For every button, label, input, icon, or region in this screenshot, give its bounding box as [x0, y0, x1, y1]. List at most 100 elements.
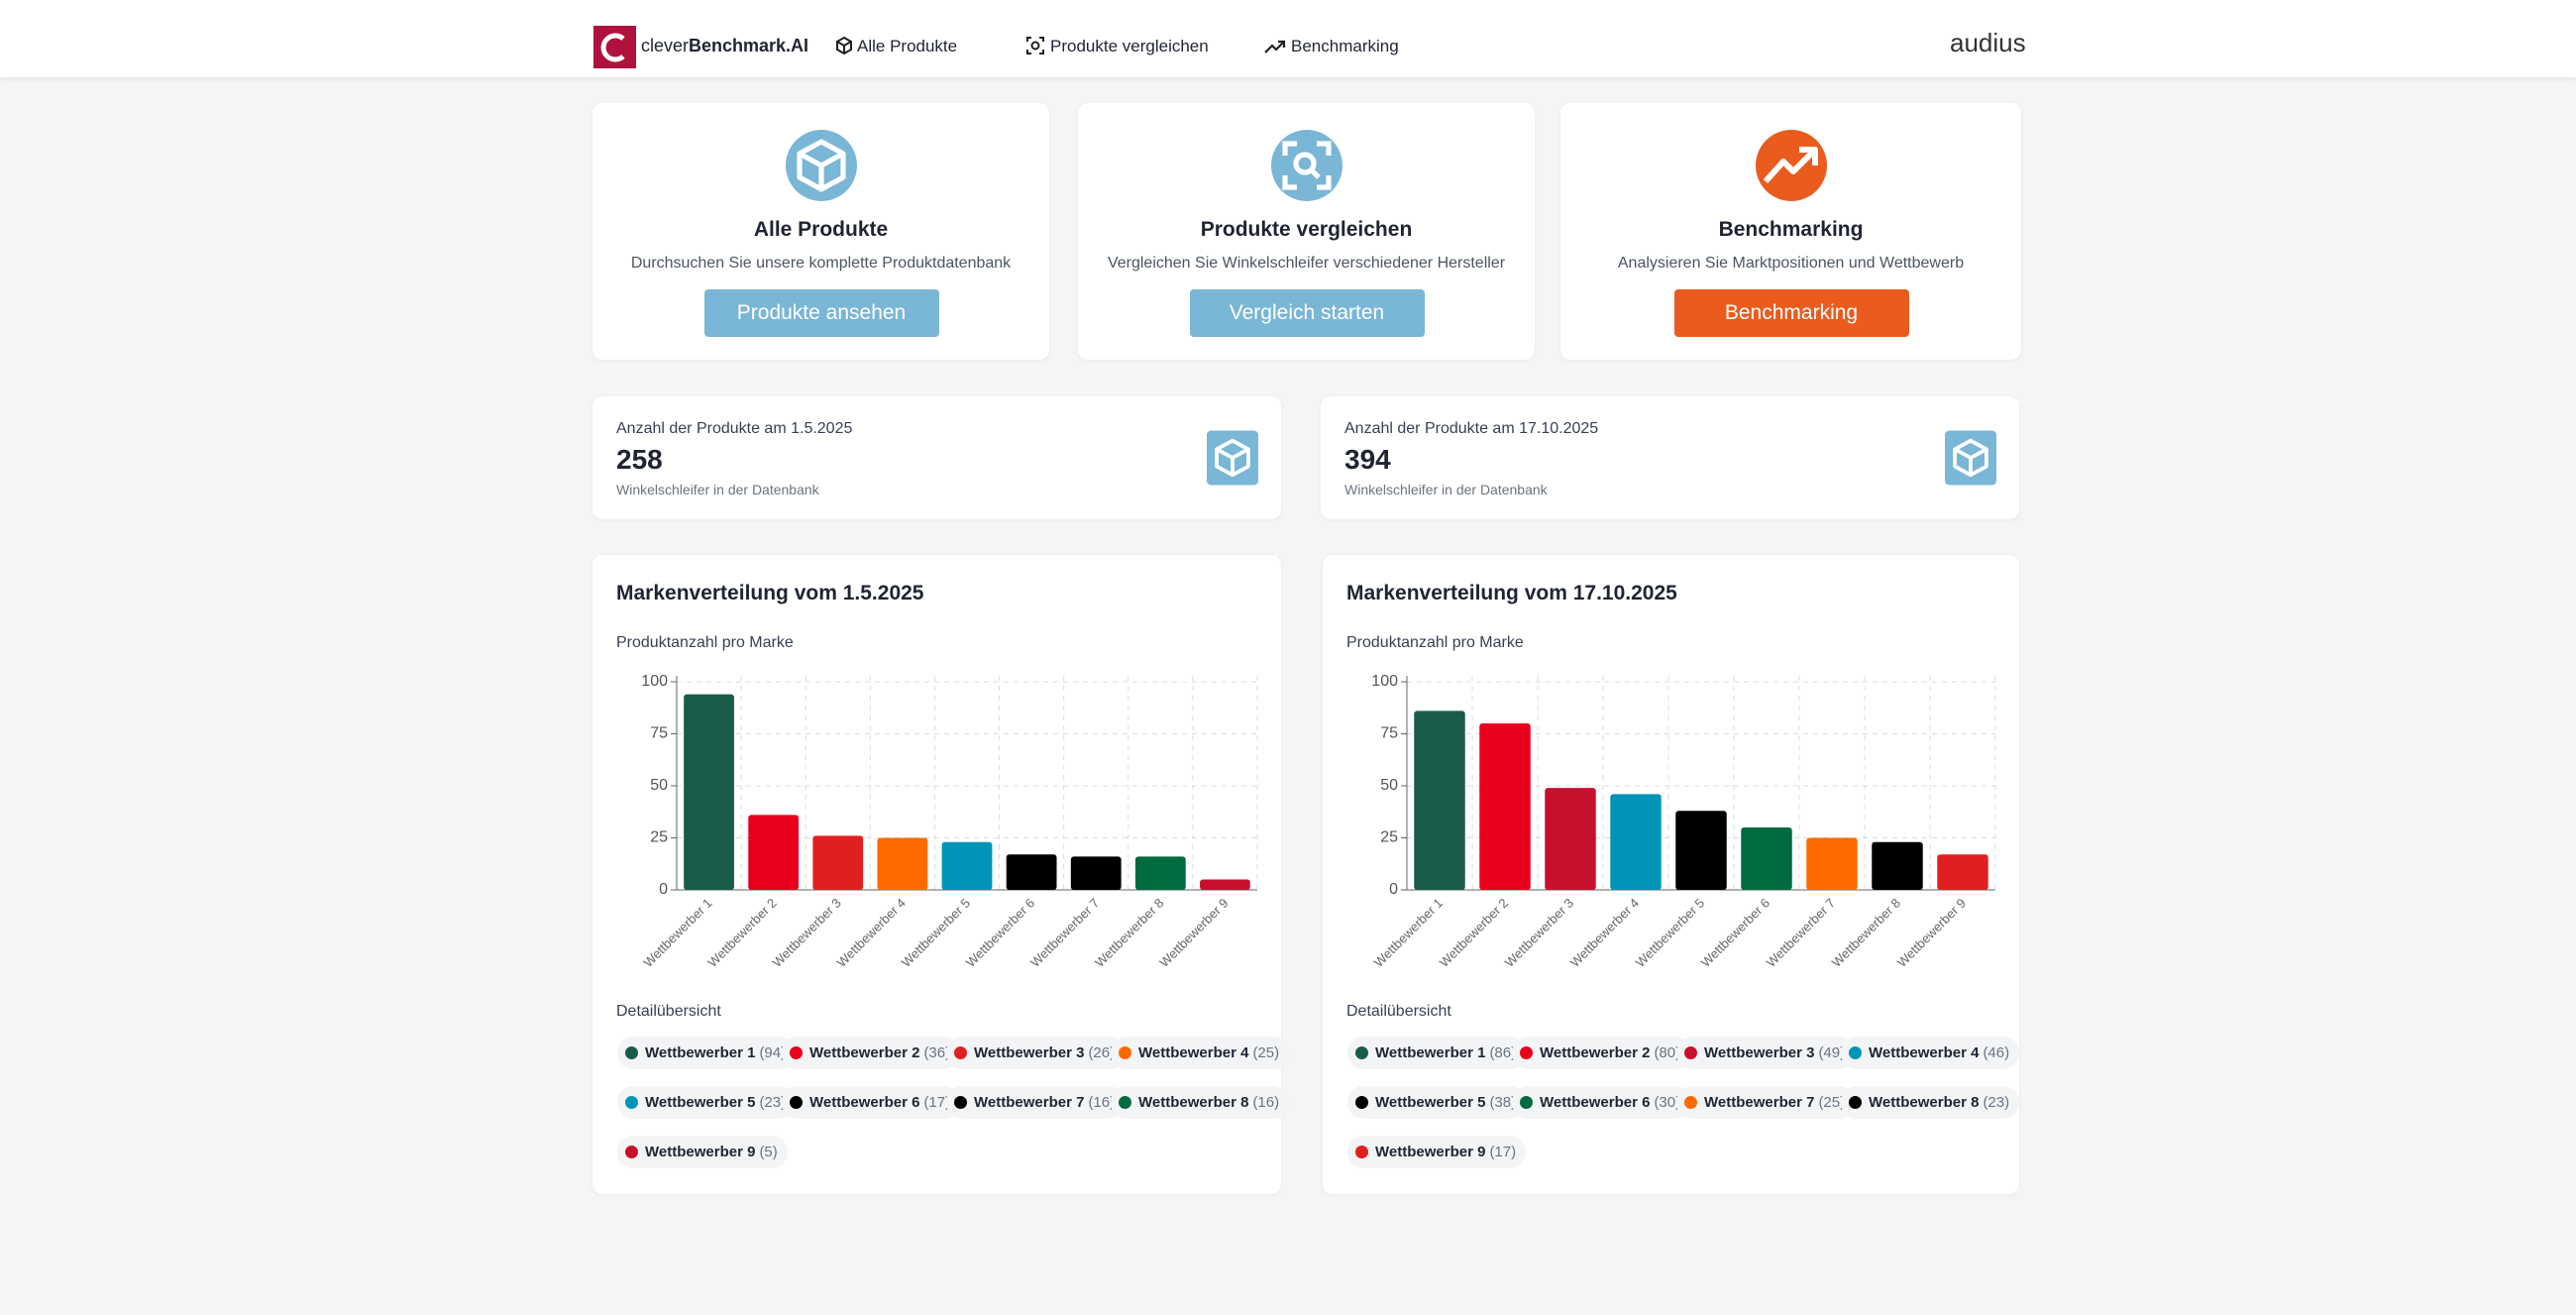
legend-name: Wettbewerber 1: [645, 1044, 756, 1061]
legend-name: Wettbewerber 5: [1375, 1094, 1486, 1111]
nav-bar: cleverBenchmark.AI Alle Produkte Produkt…: [0, 0, 2576, 77]
legend-item[interactable]: Wettbewerber 8 (16): [1111, 1086, 1290, 1119]
legend-item[interactable]: Wettbewerber 6 (17): [782, 1086, 961, 1119]
legend-name: Wettbewerber 3: [1704, 1044, 1815, 1061]
legend-item[interactable]: Wettbewerber 1 (86): [1347, 1037, 1527, 1069]
bar: [877, 837, 928, 890]
legend-name: Wettbewerber 3: [974, 1044, 1085, 1061]
bar: [1675, 811, 1727, 890]
bar: [1741, 827, 1792, 890]
bar: [1006, 854, 1057, 890]
legend-swatch: [1520, 1096, 1533, 1109]
legend-item[interactable]: Wettbewerber 2 (80): [1512, 1037, 1691, 1069]
legend-title: Detailübersicht: [616, 1003, 721, 1020]
legend-value: (46): [1983, 1044, 2010, 1061]
legend-value: (23): [759, 1094, 787, 1111]
legend-swatch: [954, 1096, 967, 1109]
legend-swatch: [1684, 1096, 1697, 1109]
card-button[interactable]: Vergleich starten: [1189, 289, 1425, 337]
legend-name: Wettbewerber 7: [1704, 1094, 1815, 1111]
legend-item[interactable]: Wettbewerber 7 (16): [946, 1086, 1126, 1119]
nav-link[interactable]: Produkte vergleichen: [1050, 37, 1209, 55]
card-button[interactable]: Produkte ansehen: [703, 289, 939, 337]
legend-item[interactable]: Wettbewerber 4 (25): [1111, 1037, 1290, 1069]
card-button[interactable]: Benchmarking: [1673, 289, 1909, 337]
action-card: Benchmarking Analysieren Sie Marktpositio…: [1560, 103, 2021, 360]
user-brand[interactable]: audius: [1950, 28, 2026, 57]
stat-value: 258: [616, 444, 663, 475]
legend-item[interactable]: Wettbewerber 4 (46): [1841, 1037, 2020, 1069]
legend-item[interactable]: Wettbewerber 1 (94): [617, 1037, 797, 1069]
bar: [684, 694, 734, 890]
card-title: Produkte vergleichen: [1200, 218, 1413, 241]
legend-name: Wettbewerber 9: [1375, 1144, 1486, 1160]
legend-value: (86): [1489, 1044, 1517, 1061]
x-tick-label: Wettbewerber 9: [1894, 896, 1969, 970]
legend-item[interactable]: Wettbewerber 3 (49): [1676, 1037, 1856, 1069]
y-tick-label: 75: [1380, 725, 1398, 742]
x-tick-label: Wettbewerber 9: [1156, 896, 1231, 970]
logo[interactable]: [593, 26, 636, 68]
x-tick-label: Wettbewerber 8: [1829, 896, 1903, 970]
legend-swatch: [625, 1046, 638, 1059]
legend-swatch: [625, 1096, 638, 1109]
legend-value: (16): [1088, 1094, 1116, 1111]
legend-name: Wettbewerber 2: [809, 1044, 920, 1061]
legend-name: Wettbewerber 1: [1375, 1044, 1486, 1061]
card-title: Alle Produkte: [753, 218, 889, 241]
legend-item[interactable]: Wettbewerber 7 (25): [1676, 1086, 1856, 1119]
bar: [1872, 841, 1923, 890]
legend-item[interactable]: Wettbewerber 3 (26): [946, 1037, 1126, 1069]
legend-item[interactable]: Wettbewerber 2 (36): [782, 1037, 961, 1069]
chart-subtitle: Produktanzahl pro Marke: [616, 634, 794, 651]
y-tick-label: 100: [641, 673, 668, 690]
x-tick-label: Wettbewerber 2: [1437, 896, 1511, 970]
legend-item[interactable]: Wettbewerber 6 (30): [1512, 1086, 1691, 1119]
legend-item[interactable]: Wettbewerber 9 (5): [617, 1136, 788, 1168]
legend-swatch: [1849, 1096, 1862, 1109]
brand-prefix: clever: [641, 36, 690, 55]
nav-link[interactable]: Benchmarking: [1291, 37, 1399, 55]
y-tick-label: 25: [1380, 829, 1398, 846]
y-tick-label: 50: [650, 777, 668, 794]
x-tick-label: Wettbewerber 3: [770, 896, 844, 970]
bar: [1610, 794, 1662, 890]
legend-name: Wettbewerber 9: [645, 1144, 756, 1160]
legend-item[interactable]: Wettbewerber 9 (17): [1347, 1136, 1527, 1168]
legend-value: (17): [1489, 1144, 1517, 1160]
chart-title: Markenverteilung vom 17.10.2025: [1346, 582, 1677, 604]
legend-value: (36): [923, 1044, 951, 1061]
bar: [941, 841, 993, 890]
y-tick-label: 100: [1371, 673, 1398, 690]
legend-item[interactable]: Wettbewerber 8 (23): [1841, 1086, 2020, 1119]
legend-swatch: [954, 1046, 967, 1059]
card-description: Vergleichen Sie Winkelschleifer verschie…: [1107, 255, 1506, 272]
card-description: Analysieren Sie Marktpositionen und Wett…: [1617, 255, 1965, 272]
stat-icon: [1207, 430, 1258, 486]
legend-title: Detailübersicht: [1346, 1003, 1451, 1020]
legend-value: (5): [759, 1144, 778, 1160]
chart-card: Markenverteilung vom 1.5.2025 Produktanza…: [592, 555, 1290, 1194]
legend-name: Wettbewerber 6: [1540, 1094, 1651, 1111]
legend-item[interactable]: Wettbewerber 5 (38): [1347, 1086, 1527, 1119]
legend-name: Wettbewerber 2: [1540, 1044, 1651, 1061]
legend-item[interactable]: Wettbewerber 5 (23): [617, 1086, 797, 1119]
legend-name: Wettbewerber 6: [809, 1094, 920, 1111]
nav-icon: [1264, 40, 1286, 54]
nav-link[interactable]: Alle Produkte: [857, 37, 958, 55]
bar: [1200, 879, 1250, 890]
x-tick-label: Wettbewerber 4: [834, 896, 909, 970]
legend-value: (16): [1252, 1094, 1280, 1111]
card-icon: [1755, 130, 1827, 201]
chart-subtitle: Produktanzahl pro Marke: [1346, 634, 1524, 651]
x-tick-label: Wettbewerber 2: [704, 896, 779, 970]
card-title: Benchmarking: [1718, 218, 1864, 241]
legend-swatch: [625, 1146, 638, 1158]
stat-label: Anzahl der Produkte am 17.10.2025: [1344, 420, 1599, 437]
legend-swatch: [1355, 1096, 1368, 1109]
brand[interactable]: cleverBenchmark.AI: [641, 36, 808, 56]
bar: [1937, 854, 1988, 890]
x-tick-label: Wettbewerber 1: [1371, 896, 1446, 970]
